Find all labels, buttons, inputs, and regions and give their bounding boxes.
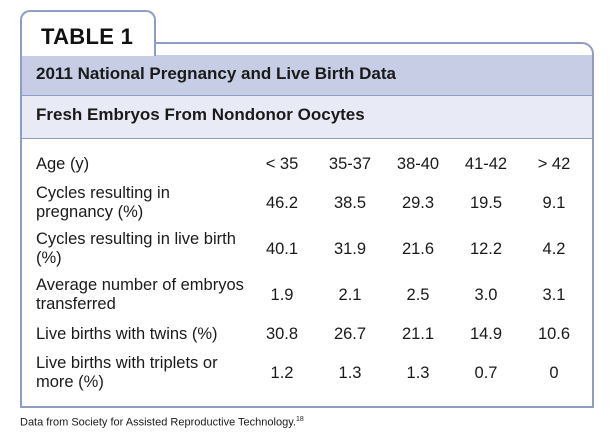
table-cell: 0.7 [474, 363, 498, 382]
row-label: Live births with triplets or more (%) [36, 354, 218, 391]
table-cell: 40.1 [265, 239, 299, 258]
table-cell: 3.1 [542, 285, 566, 304]
column-header: 35-37 [328, 154, 372, 173]
table-cell: 1.3 [338, 363, 362, 382]
table-cell: 1.9 [270, 285, 294, 304]
header-row: Age (y) < 35 35-37 38-40 41-42 > 42 [36, 148, 588, 180]
table-cell: 19.5 [469, 193, 503, 212]
title-divider [22, 95, 592, 96]
table-cell: 0 [549, 363, 559, 382]
table-cell: 29.3 [401, 193, 435, 212]
footnote-text: Data from Society for Assisted Reproduct… [20, 416, 296, 429]
table-cell: 4.2 [542, 239, 566, 258]
table-row: Live births with twins (%) 30.8 26.7 21.… [36, 318, 588, 350]
table-cell: 2.1 [338, 285, 362, 304]
table-row: Average number of embryos transferred 1.… [36, 272, 588, 318]
table-cell: 1.2 [270, 363, 294, 382]
column-header: 41-42 [464, 154, 508, 173]
column-header: 38-40 [396, 154, 440, 173]
table-cell: 3.0 [474, 285, 498, 304]
row-label: Cycles resulting in pregnancy (%) [36, 184, 170, 221]
table-cell: 14.9 [469, 324, 503, 343]
footnote-reference: 18 [295, 416, 304, 423]
table-cell: 21.6 [401, 239, 435, 258]
subtitle-divider [22, 138, 592, 139]
table-title: 2011 National Pregnancy and Live Birth D… [36, 64, 396, 83]
table-cell: 30.8 [265, 324, 299, 343]
table-row: Cycles resulting in live birth (%) 40.1 … [36, 226, 588, 272]
table-footnote: Data from Society for Assisted Reproduct… [20, 416, 304, 429]
table-cell: 21.1 [401, 324, 435, 343]
table-title-band: 2011 National Pregnancy and Live Birth D… [22, 55, 592, 95]
table-row: Live births with triplets or more (%) 1.… [36, 350, 588, 396]
table-cell: 10.6 [537, 324, 571, 343]
column-header: < 35 [265, 154, 299, 173]
table-cell: 9.1 [542, 193, 566, 212]
table-cell: 38.5 [333, 193, 367, 212]
row-label: Cycles resulting in live birth (%) [36, 230, 236, 267]
row-label: Live births with twins (%) [36, 324, 218, 343]
table-tab: TABLE 1 [20, 10, 156, 56]
table-number-label: TABLE 1 [41, 24, 134, 49]
header-label: Age (y) [36, 154, 90, 173]
table-cell: 26.7 [333, 324, 367, 343]
row-label: Average number of embryos transferred [36, 276, 244, 313]
table-subtitle-band: Fresh Embryos From Nondonor Oocytes [22, 96, 592, 138]
data-table: Age (y) < 35 35-37 38-40 41-42 > 42 Cycl… [36, 148, 588, 396]
table-cell: 12.2 [469, 239, 503, 258]
table-cell: 31.9 [333, 239, 367, 258]
table-subtitle: Fresh Embryos From Nondonor Oocytes [36, 105, 365, 124]
column-header: > 42 [537, 154, 571, 173]
table-cell: 46.2 [265, 193, 299, 212]
table-cell: 2.5 [406, 285, 430, 304]
table-row: Cycles resulting in pregnancy (%) 46.2 3… [36, 180, 588, 226]
table-cell: 1.3 [406, 363, 430, 382]
